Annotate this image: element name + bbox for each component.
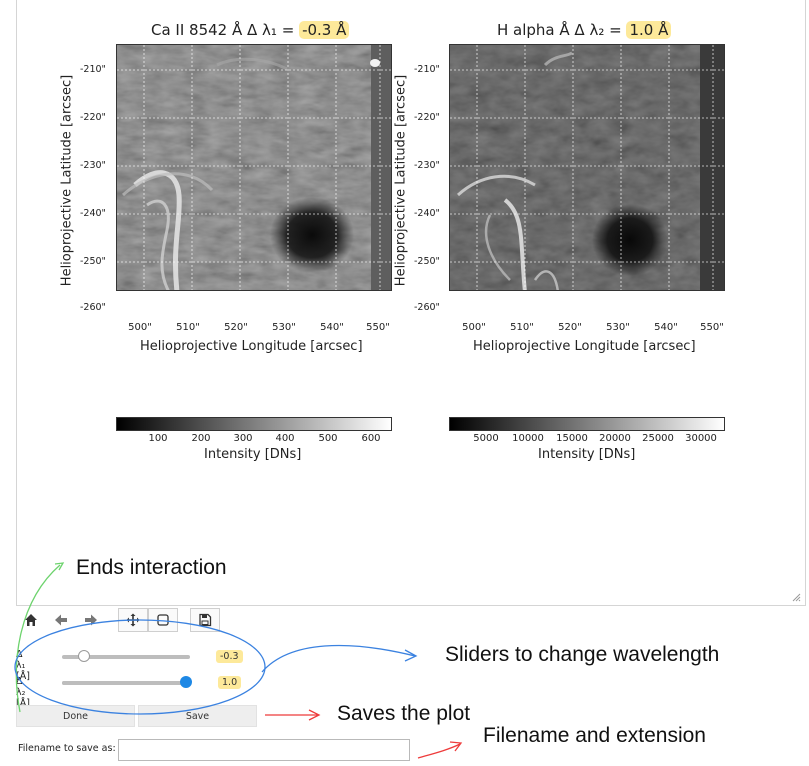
panel-2-colorbar-label: Intensity [DNs] — [538, 447, 636, 462]
panel-1-ytick: -250" — [80, 256, 106, 267]
panel-1-xlabel: Helioprojective Longitude [arcsec] — [140, 339, 363, 354]
panel-1-image[interactable] — [116, 44, 392, 291]
panel-2-colorbar-tick: 20000 — [599, 433, 631, 444]
slider-2-fill — [62, 681, 187, 685]
panel-1-title-value: -0.3 Å — [299, 21, 350, 39]
annotation-sliders: Sliders to change wavelength — [445, 643, 720, 666]
panel-1-ytick: -230" — [80, 160, 106, 171]
panel-2-title: H alpha Å Δ λ₂ = 1.0 Å — [497, 21, 672, 39]
panel-2-xtick: 500" — [462, 322, 486, 333]
panel-1-colorbar-label: Intensity [DNs] — [204, 447, 302, 462]
panel-1-ytick: -210" — [80, 64, 106, 75]
panel-2-colorbar-tick: 10000 — [512, 433, 544, 444]
red-arrowhead-save — [308, 709, 321, 721]
panel-1-xtick: 500" — [128, 322, 152, 333]
panel-1-title: Ca II 8542 Å Δ λ₁ = -0.3 Å — [151, 21, 350, 39]
panel-1-xtick: 540" — [320, 322, 344, 333]
panel-2-colorbar-tick: 25000 — [642, 433, 674, 444]
panel-2-ytick: -210" — [414, 64, 440, 75]
panel-2-ylabel: Helioprojective Latitude [arcsec] — [393, 74, 409, 287]
panel-2-ytick: -230" — [414, 160, 440, 171]
annotation-ends-interaction: Ends interaction — [76, 556, 227, 579]
blue-arrow — [261, 644, 416, 673]
annotation-saves: Saves the plot — [337, 702, 471, 725]
home-button[interactable] — [16, 608, 46, 632]
panel-2-colorbar-tick: 15000 — [556, 433, 588, 444]
slider-1-knob[interactable] — [77, 650, 90, 662]
panel-2-title-prefix: H alpha Å Δ λ₂ = — [497, 21, 622, 39]
save-figure-button[interactable] — [190, 608, 220, 632]
zoom-rect-icon — [157, 614, 169, 626]
panel-2-ytick: -240" — [414, 208, 440, 219]
done-button[interactable]: Done — [16, 705, 135, 727]
slider-1-value: -0.3 — [216, 650, 243, 663]
panel-1-ylabel: Helioprojective Latitude [arcsec] — [59, 74, 75, 287]
save-icon — [199, 613, 212, 627]
panel-2-ytick: -220" — [414, 112, 440, 123]
panel-1-xtick: 520" — [224, 322, 248, 333]
panel-2-xtick: 550" — [700, 322, 724, 333]
panel-1-title-prefix: Ca II 8542 Å Δ λ₁ = — [151, 21, 295, 39]
panel-1-xtick: 530" — [272, 322, 296, 333]
figure-toolbar — [16, 608, 220, 634]
panel-2-xtick: 520" — [558, 322, 582, 333]
panel-2-colorbar-tick: 30000 — [685, 433, 717, 444]
slider-2-value: 1.0 — [218, 676, 242, 689]
filename-input[interactable] — [118, 739, 410, 761]
panel-1-colorbar-tick: 200 — [191, 433, 211, 444]
slider-2-knob[interactable] — [180, 676, 193, 688]
panel-1-ytick: -260" — [80, 302, 106, 313]
panel-1-colorbar-tick: 400 — [275, 433, 295, 444]
panel-1-colorbar-tick: 500 — [318, 433, 338, 444]
panel-2-xtick: 510" — [510, 322, 534, 333]
blue-ellipse — [14, 619, 266, 715]
resize-grip-icon[interactable] — [791, 592, 801, 602]
panel-2-ytick: -260" — [414, 302, 440, 313]
panel-1-ytick: -240" — [80, 208, 106, 219]
blue-arrowhead — [404, 649, 418, 662]
panel-1-colorbar-tick: 100 — [148, 433, 168, 444]
panel-2-title-value: 1.0 Å — [626, 21, 672, 39]
panel-1-colorbar-tick: 300 — [233, 433, 253, 444]
home-icon — [25, 614, 37, 626]
panel-2-xtick: 530" — [606, 322, 630, 333]
panel-2-colorbar-tick: 5000 — [473, 433, 499, 444]
panel-2-colorbar — [449, 417, 725, 431]
red-arrowhead-filename — [449, 741, 463, 752]
forward-arrow-icon — [85, 614, 97, 626]
panel-2-xlabel: Helioprojective Longitude [arcsec] — [473, 339, 696, 354]
pan-icon — [126, 613, 140, 627]
red-arrow-filename — [417, 743, 461, 759]
filename-label: Filename to save as: — [18, 743, 116, 754]
save-button[interactable]: Save — [138, 705, 257, 727]
panel-2-xtick: 540" — [654, 322, 678, 333]
panel-1-xtick: 550" — [366, 322, 390, 333]
panel-2-ytick: -250" — [414, 256, 440, 267]
back-arrow-icon — [55, 614, 67, 626]
panel-2-image[interactable] — [449, 44, 725, 291]
panel-1-ytick: -220" — [80, 112, 106, 123]
forward-button[interactable] — [76, 608, 106, 632]
panel-1-xtick: 510" — [176, 322, 200, 333]
back-button[interactable] — [46, 608, 76, 632]
annotation-filename: Filename and extension — [483, 724, 706, 747]
panel-1-colorbar-tick: 600 — [361, 433, 381, 444]
panel-1-colorbar — [116, 417, 392, 431]
zoom-button[interactable] — [148, 608, 178, 632]
pan-button[interactable] — [118, 608, 148, 632]
